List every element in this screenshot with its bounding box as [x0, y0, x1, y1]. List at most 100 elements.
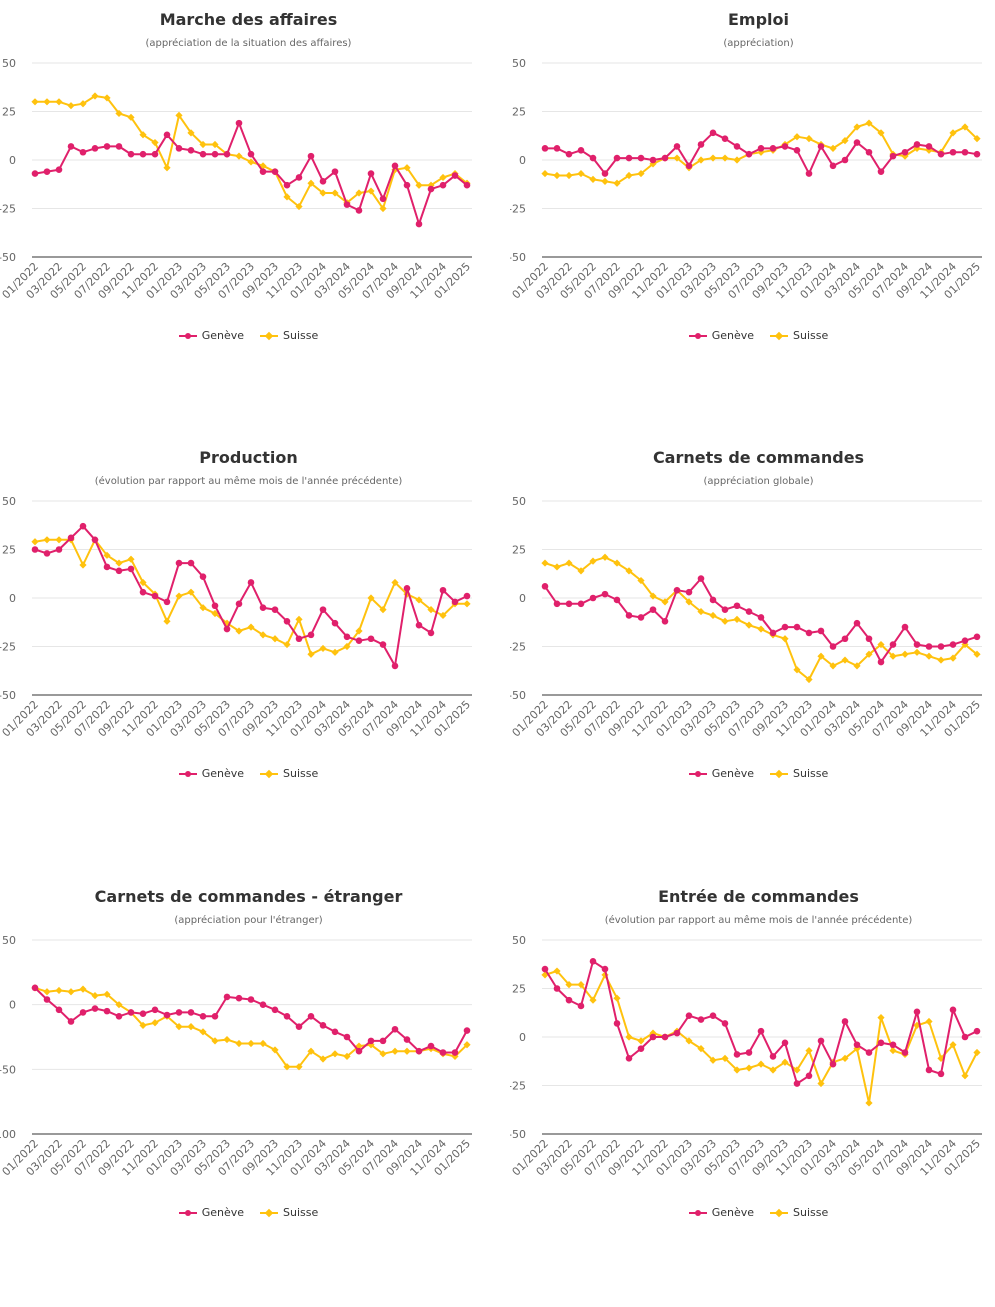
data-point [211, 140, 219, 149]
data-point [685, 598, 693, 606]
chart-subtitle: (appréciation de la situation des affair… [145, 38, 352, 49]
legend-item-geneve[interactable]: Genève [178, 1206, 244, 1219]
data-point [295, 1063, 303, 1071]
chart-panel: Marche des affaires (appréciation de la s… [0, 0, 497, 430]
data-point [841, 156, 849, 164]
data-point [781, 1058, 789, 1066]
legend-swatch [178, 331, 197, 341]
legend-label: Genève [201, 767, 245, 780]
data-point [199, 573, 207, 580]
chart-panel: Emploi(appréciation)50250-25-5001/202203… [510, 0, 995, 430]
data-point [151, 150, 159, 158]
chart-plot: 50250-25-5001/202203/202205/202207/20220… [510, 57, 983, 301]
legend-swatch [770, 331, 789, 341]
legend-swatch [688, 331, 707, 341]
chart-title: Emploi [727, 10, 789, 29]
y-tick-label: 0 [519, 1031, 526, 1044]
data-point [721, 1054, 729, 1062]
data-point [805, 135, 813, 143]
legend-swatch [178, 769, 197, 779]
data-point [163, 617, 171, 625]
data-point [589, 958, 597, 965]
data-point [67, 1018, 75, 1025]
data-point [553, 985, 561, 992]
data-point [79, 985, 87, 993]
data-point [565, 559, 573, 567]
data-point [391, 1047, 399, 1055]
data-point [247, 158, 255, 166]
data-point [319, 178, 327, 185]
legend-item-geneve[interactable]: Genève [178, 329, 245, 342]
legend-item-geneve[interactable]: Genève [688, 767, 754, 780]
data-point [115, 1013, 123, 1020]
data-point [949, 1006, 957, 1014]
data-point [925, 1017, 933, 1026]
data-point [613, 179, 621, 187]
legend-label: Suisse [793, 767, 829, 780]
data-point [853, 1041, 861, 1049]
data-point [103, 563, 111, 571]
data-point [613, 1020, 621, 1027]
data-point [841, 656, 849, 664]
data-point [379, 641, 387, 648]
legend-item-geneve[interactable]: Genève [178, 767, 245, 780]
data-point [367, 594, 375, 602]
data-point [331, 189, 339, 197]
data-point [673, 154, 681, 162]
data-point [733, 156, 741, 164]
legend-item-suisse[interactable]: Suisse [260, 1206, 318, 1219]
legend-swatch [260, 769, 279, 779]
legend-item-suisse[interactable]: Suisse [770, 329, 828, 342]
data-point [829, 144, 837, 152]
data-point [877, 1039, 885, 1047]
legend-item-suisse[interactable]: Suisse [770, 1206, 828, 1219]
legend-swatch [770, 769, 789, 779]
data-point [865, 119, 873, 127]
data-point [403, 585, 411, 592]
data-point [271, 606, 279, 613]
data-point [127, 1009, 135, 1016]
legend-item-suisse[interactable]: Suisse [260, 329, 318, 342]
legend-item-geneve[interactable]: Genève [688, 1206, 755, 1219]
legend-item-suisse[interactable]: Suisse [260, 767, 318, 780]
data-point [211, 150, 219, 158]
data-point [745, 1064, 753, 1072]
data-point [211, 1037, 219, 1045]
data-point [427, 185, 435, 193]
data-point [379, 195, 387, 203]
y-tick-label: 50 [512, 57, 526, 70]
chart-plot: 50250-25-5001/202203/202205/202207/20220… [0, 57, 473, 301]
data-point [853, 619, 861, 627]
data-point [403, 1047, 411, 1055]
data-point [613, 559, 621, 567]
data-point [271, 1006, 279, 1014]
data-point [973, 1048, 981, 1057]
legend-label: Genève [711, 1206, 755, 1219]
data-point [925, 643, 933, 650]
y-tick-label: -25 [510, 641, 526, 654]
data-point [565, 996, 573, 1004]
data-point [661, 154, 669, 162]
legend-label: Suisse [793, 1206, 829, 1219]
data-point [793, 147, 801, 154]
data-point [577, 600, 585, 608]
data-point [649, 606, 657, 613]
legend-item-geneve[interactable]: Genève [688, 329, 754, 342]
data-point [781, 623, 789, 631]
data-point [589, 557, 597, 565]
y-tick-label: -50 [510, 251, 526, 264]
y-tick-label: 50 [512, 495, 526, 508]
data-point [31, 546, 39, 553]
y-tick-label: 25 [512, 983, 526, 996]
series-line-suisse [34, 538, 467, 656]
data-point [805, 1046, 813, 1055]
data-point [685, 1037, 693, 1045]
legend-label: Genève [201, 329, 245, 342]
data-point [283, 640, 291, 649]
data-point [865, 1049, 873, 1056]
legend-item-suisse[interactable]: Suisse [770, 767, 828, 780]
data-point [55, 546, 63, 553]
data-point [889, 641, 897, 648]
data-point [841, 137, 849, 145]
y-tick-label: 25 [512, 106, 526, 119]
